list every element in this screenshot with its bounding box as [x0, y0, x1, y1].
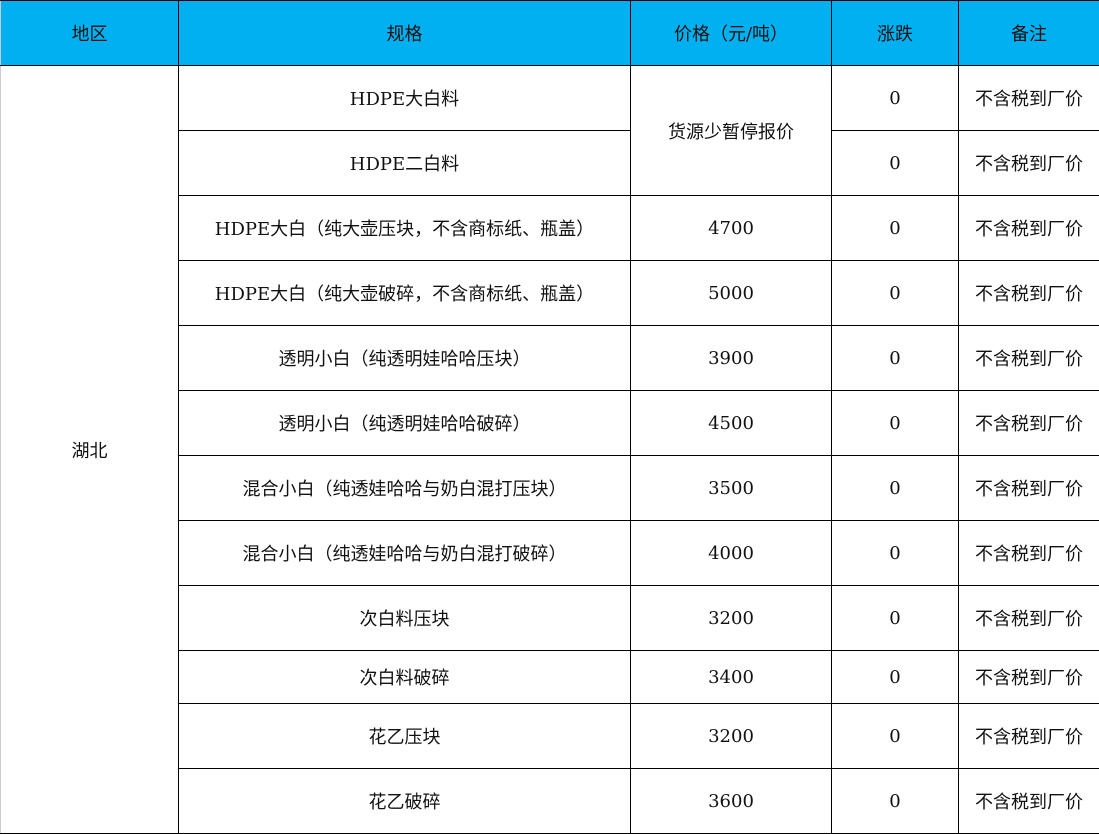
- note-cell: 不含税到厂价: [958, 130, 1099, 196]
- price-cell: 3400: [630, 650, 832, 704]
- header-region: 地区: [0, 0, 179, 66]
- spec-cell: 花乙压块: [178, 703, 631, 769]
- note-cell: 不含税到厂价: [958, 585, 1099, 651]
- price-cell: 5000: [630, 260, 832, 326]
- note-cell: 不含税到厂价: [958, 390, 1099, 456]
- region-cell: 湖北: [0, 65, 179, 834]
- change-cell: 0: [831, 390, 959, 456]
- table-row: HDPE大白（纯大壶压块，不含商标纸、瓶盖） 4700 0 不含税到厂价: [1, 195, 1099, 261]
- table-row: 透明小白（纯透明娃哈哈压块） 3900 0 不含税到厂价: [1, 325, 1099, 391]
- table-row: 次白料压块 3200 0 不含税到厂价: [1, 585, 1099, 651]
- change-cell: 0: [831, 195, 959, 261]
- table-row: HDPE二白料 0 不含税到厂价: [1, 130, 1099, 196]
- spec-cell: HDPE二白料: [178, 130, 631, 196]
- note-cell: 不含税到厂价: [958, 260, 1099, 326]
- table-row: 混合小白（纯透娃哈哈与奶白混打压块） 3500 0 不含税到厂价: [1, 455, 1099, 521]
- note-cell: 不含税到厂价: [958, 650, 1099, 704]
- note-cell: 不含税到厂价: [958, 325, 1099, 391]
- spec-cell: 花乙破碎: [178, 768, 631, 834]
- spec-cell: 透明小白（纯透明娃哈哈破碎）: [178, 390, 631, 456]
- spec-cell: HDPE大白料: [178, 65, 631, 131]
- note-cell: 不含税到厂价: [958, 703, 1099, 769]
- table-row: 花乙破碎 3600 0 不含税到厂价: [1, 768, 1099, 834]
- note-cell: 不含税到厂价: [958, 768, 1099, 834]
- price-cell: 3200: [630, 703, 832, 769]
- price-cell: 3500: [630, 455, 832, 521]
- change-cell: 0: [831, 65, 959, 131]
- price-cell: 4700: [630, 195, 832, 261]
- change-cell: 0: [831, 260, 959, 326]
- change-cell: 0: [831, 520, 959, 586]
- table-row: 次白料破碎 3400 0 不含税到厂价: [1, 650, 1099, 704]
- merged-price-cell: 货源少暂停报价: [630, 65, 832, 196]
- header-change: 涨跌: [831, 0, 959, 66]
- change-cell: 0: [831, 768, 959, 834]
- change-cell: 0: [831, 650, 959, 704]
- price-cell: 4000: [630, 520, 832, 586]
- change-cell: 0: [831, 703, 959, 769]
- price-cell: 4500: [630, 390, 832, 456]
- table-row: 湖北 HDPE大白料 货源少暂停报价 0 不含税到厂价: [0, 65, 1099, 834]
- price-cell: 3200: [630, 585, 832, 651]
- table-row: HDPE大白（纯大壶破碎，不含商标纸、瓶盖） 5000 0 不含税到厂价: [1, 260, 1099, 326]
- spec-cell: 混合小白（纯透娃哈哈与奶白混打破碎）: [178, 520, 631, 586]
- change-cell: 0: [831, 455, 959, 521]
- table-row: 混合小白（纯透娃哈哈与奶白混打破碎） 4000 0 不含税到厂价: [1, 520, 1099, 586]
- note-cell: 不含税到厂价: [958, 65, 1099, 131]
- header-price: 价格（元/吨）: [630, 0, 832, 66]
- spec-cell: 混合小白（纯透娃哈哈与奶白混打压块）: [178, 455, 631, 521]
- header-spec: 规格: [178, 0, 631, 66]
- spec-cell: 次白料压块: [178, 585, 631, 651]
- header-row: 地区 规格 价格（元/吨） 涨跌 备注: [0, 0, 1099, 66]
- price-cell: 3900: [630, 325, 832, 391]
- header-note: 备注: [958, 0, 1099, 66]
- change-cell: 0: [831, 130, 959, 196]
- spec-cell: 次白料破碎: [178, 650, 631, 704]
- note-cell: 不含税到厂价: [958, 455, 1099, 521]
- spec-cell: 透明小白（纯透明娃哈哈压块）: [178, 325, 631, 391]
- spec-cell: HDPE大白（纯大壶破碎，不含商标纸、瓶盖）: [178, 260, 631, 326]
- change-cell: 0: [831, 585, 959, 651]
- note-cell: 不含税到厂价: [958, 195, 1099, 261]
- table-row: 透明小白（纯透明娃哈哈破碎） 4500 0 不含税到厂价: [1, 390, 1099, 456]
- note-cell: 不含税到厂价: [958, 520, 1099, 586]
- change-cell: 0: [831, 325, 959, 391]
- price-cell: 3600: [630, 768, 832, 834]
- spec-cell: HDPE大白（纯大壶压块，不含商标纸、瓶盖）: [178, 195, 631, 261]
